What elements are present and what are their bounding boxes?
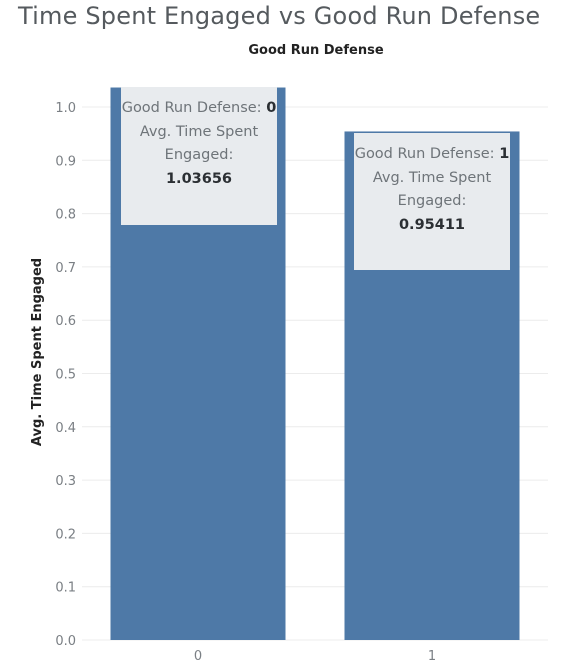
tooltip-measure-value: 1.03656 (165, 170, 233, 187)
y-tick-label: 0.4 (55, 421, 76, 436)
y-tick-label: 0.0 (55, 634, 76, 649)
tooltip-measure-label: Avg. Time Spent Engaged: (372, 169, 492, 210)
tooltip-field-value: 0 (266, 100, 277, 116)
column-header: Good Run Defense (248, 43, 384, 58)
chart-title: Time Spent Engaged vs Good Run Defense (18, 2, 541, 30)
y-axis-label: Avg. Time Spent Engaged (30, 258, 45, 446)
y-tick-label: 0.7 (55, 261, 76, 276)
y-tick-label: 0.5 (55, 368, 76, 383)
x-tick-label: 0 (194, 649, 202, 664)
y-tick-label: 0.6 (55, 314, 76, 329)
bar-tooltip: Good Run Defense: 0 Avg. Time Spent Enga… (121, 87, 277, 225)
y-tick-label: 0.2 (55, 527, 76, 542)
y-tick-label: 0.8 (55, 208, 76, 223)
bar-tooltip: Good Run Defense: 1 Avg. Time Spent Enga… (354, 133, 510, 270)
tooltip-measure-value: 0.95411 (398, 216, 466, 233)
x-tick-label: 1 (428, 649, 436, 664)
y-tick-label: 0.9 (55, 154, 76, 169)
tooltip-measure-label: Avg. Time Spent Engaged: (139, 123, 259, 164)
tooltip-field-label: Good Run Defense: (354, 146, 495, 162)
y-tick-label: 1.0 (55, 101, 76, 116)
y-tick-label: 0.1 (55, 581, 76, 596)
tooltip-field-value: 1 (499, 146, 510, 162)
y-tick-label: 0.3 (55, 474, 76, 489)
tooltip-field-label: Good Run Defense: (121, 100, 262, 116)
